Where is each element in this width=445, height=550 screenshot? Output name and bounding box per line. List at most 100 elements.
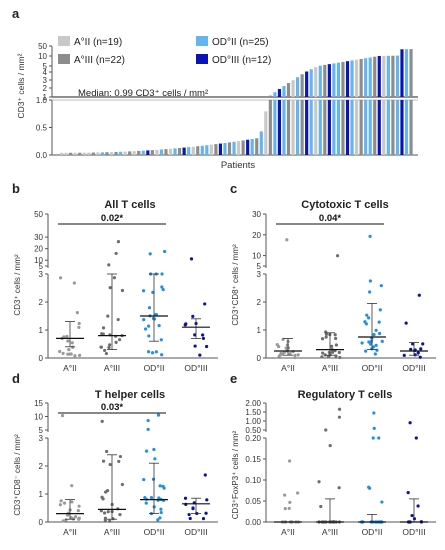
panel-a-bar-upper xyxy=(400,49,404,97)
panel-c-dot xyxy=(321,351,325,355)
panel-d-dot xyxy=(103,518,107,522)
panel-c-dot xyxy=(379,284,383,288)
panel-c-dot xyxy=(374,328,378,332)
panel-c-dot xyxy=(320,337,325,341)
panel-b-dot xyxy=(147,306,152,310)
panel-c-dot xyxy=(333,336,338,341)
panel-b-dot xyxy=(163,249,167,254)
panel-d-dot xyxy=(204,511,208,515)
panel-a-tick-label: 1 xyxy=(43,93,48,102)
panel-d-dot xyxy=(153,457,157,461)
panel-b-dot xyxy=(160,272,164,276)
panel-d-category-label: A°II xyxy=(63,527,77,537)
panel-e-tick-label: 2.00 xyxy=(245,399,261,408)
panel-a-bar xyxy=(400,100,404,155)
panel-d-dot xyxy=(191,507,195,511)
panel-a-tick-label: 10 xyxy=(38,52,47,61)
panel-a-bar xyxy=(150,150,154,155)
panel-a-bar-upper xyxy=(391,55,395,97)
panel-c-category-label: A°II xyxy=(281,363,295,373)
panel-a-bar xyxy=(128,151,132,155)
panel-a-bar xyxy=(87,152,91,155)
panel-d-dot xyxy=(151,477,156,481)
panel-b-dot xyxy=(161,287,165,292)
panel-a-bar xyxy=(305,100,309,155)
panel-a-bar xyxy=(196,146,200,155)
panel-a-bar-upper xyxy=(318,65,322,97)
panel-b-dot xyxy=(112,276,117,280)
panel-a-bar xyxy=(191,146,195,155)
panel-b-dot xyxy=(193,344,197,348)
panel-a-bar-upper xyxy=(395,55,400,97)
panel-d-dot xyxy=(105,449,109,454)
panel-d-tick-label: 1 xyxy=(39,490,44,499)
panel-a-bar xyxy=(164,149,168,155)
panel-d-dot xyxy=(187,512,191,517)
panel-a-bar-upper xyxy=(382,55,386,97)
panel-e-tick-label: 1.50 xyxy=(245,408,261,417)
panel-b-dot xyxy=(58,276,63,280)
panel-b-tick-label: 5 xyxy=(39,262,44,271)
panel-b-dot xyxy=(184,322,188,326)
panel-d-title: T helper cells xyxy=(95,389,165,401)
panel-a-bar xyxy=(300,100,304,155)
panel-d-ylabel: CD3⁺CD8⁻ cells / mm² xyxy=(13,434,22,516)
panel-e-scatter: Regulatory T cells CD3⁺FoxP3⁺ cells / mm… xyxy=(231,389,436,537)
panel-d-dot xyxy=(61,519,65,523)
panel-c-tick-label: 30 xyxy=(252,210,261,219)
panel-d-dot xyxy=(106,510,110,514)
panel-c-category-label: OD°III xyxy=(402,363,425,373)
panel-c-dot xyxy=(417,293,421,297)
panel-a-bar xyxy=(336,100,341,155)
panel-b-dot xyxy=(147,334,151,338)
panel-b-tick-label: 50 xyxy=(34,210,43,219)
panel-a-bar xyxy=(286,100,291,155)
panel-c-tick-label: 20 xyxy=(252,231,261,240)
panel-a-bar xyxy=(386,100,390,155)
legend-swatch xyxy=(196,54,208,64)
panel-e-dot xyxy=(337,407,342,411)
panel-c-tick-label: 10 xyxy=(252,252,261,261)
panel-a-bar xyxy=(82,152,86,155)
panel-b-category-label: OD°III xyxy=(184,363,207,373)
panel-a-bar xyxy=(327,100,331,155)
panel-b-dot xyxy=(201,333,205,337)
panel-d-dot xyxy=(146,427,150,432)
panel-e-dot xyxy=(408,421,412,425)
legend-label: A°II (n=19) xyxy=(74,37,122,48)
legend-swatch xyxy=(196,36,208,46)
panel-a-tick-label: 2 xyxy=(43,84,48,93)
panel-e-category-label: A°III xyxy=(322,527,338,537)
panel-c-dot xyxy=(374,343,378,347)
panel-c-dot xyxy=(380,339,384,343)
panel-letter-a: a xyxy=(12,6,20,21)
panel-a-bar xyxy=(250,139,254,155)
panel-e-dot xyxy=(416,504,420,508)
panel-e-category-label: A°II xyxy=(281,527,295,537)
panel-d-dot xyxy=(59,499,63,503)
panel-c-dot xyxy=(378,331,382,336)
panel-d-category-label: OD°III xyxy=(184,527,207,537)
panel-a-bar xyxy=(173,148,177,155)
panel-c-dot xyxy=(367,316,371,320)
panel-b-dot xyxy=(160,353,164,357)
panel-a-tick-label: 0.0 xyxy=(36,151,48,160)
panel-d-dot xyxy=(143,495,147,500)
panel-c-category-label: A°III xyxy=(322,363,338,373)
panel-a-bar-chart: CD3⁺ cells / mm² Patients Median: 0.99 C… xyxy=(16,36,418,171)
panel-a-bar xyxy=(291,100,295,155)
panel-a-bar-upper xyxy=(364,58,368,97)
panel-c-significance-label: 0.04* xyxy=(319,213,341,224)
panel-c-dot xyxy=(296,353,300,357)
panel-c-dot xyxy=(334,343,339,347)
panel-a-bar xyxy=(69,152,73,155)
panel-d-significance-label: 0.03* xyxy=(101,402,123,413)
panel-c-dot xyxy=(416,351,420,355)
panel-d-dot xyxy=(100,419,104,423)
panel-b-dot xyxy=(101,326,106,330)
panel-a-bar-upper xyxy=(377,55,381,97)
panel-b-dot xyxy=(120,288,125,293)
panel-b-tick-label: 2 xyxy=(39,298,44,307)
panel-a-bar-upper xyxy=(345,61,350,97)
legend-swatch xyxy=(58,36,70,46)
